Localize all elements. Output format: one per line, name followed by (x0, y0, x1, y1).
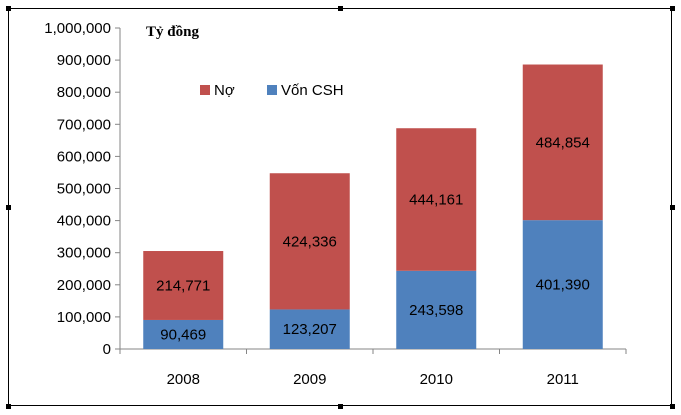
data-label: 424,336 (283, 233, 337, 250)
y-tick-label: 700,000 (57, 116, 111, 133)
data-labels: 90,469 214,771 123,207 424,336 243,598 444,16… (156, 134, 590, 343)
data-label: 444,161 (409, 192, 463, 209)
x-tick-label: 2010 (420, 371, 453, 388)
data-label: 243,598 (409, 302, 463, 319)
y-tick-label: 500,000 (57, 181, 111, 198)
y-tick-label: 300,000 (57, 245, 111, 262)
bar-segment (143, 251, 224, 320)
y-tick-label: 900,000 (57, 52, 111, 69)
y-tick-label: 600,000 (57, 148, 111, 165)
bar-segment (522, 64, 603, 221)
bar-segment (522, 220, 603, 349)
x-tick-label: 2008 (167, 371, 200, 388)
legend-label: Nợ (214, 82, 235, 99)
bars (143, 64, 603, 349)
y-tick-label: 100,000 (57, 309, 111, 326)
x-tick-label: 2011 (547, 371, 579, 388)
resize-handle-middle-left[interactable] (6, 205, 11, 210)
legend-label: Vốn CSH (281, 82, 344, 99)
legend: Nợ Vốn CSH (200, 82, 344, 99)
resize-handle-middle-right[interactable] (670, 205, 675, 210)
y-tick-label: 0 (103, 341, 111, 358)
y-tick-label: 200,000 (57, 277, 111, 294)
y-tick-label: 800,000 (57, 84, 111, 101)
bar-segment (269, 173, 350, 310)
data-label: 214,771 (156, 277, 210, 294)
resize-handle-top-right[interactable] (670, 6, 675, 11)
resize-handle-bottom-center[interactable] (338, 404, 343, 409)
bar-segment (269, 309, 350, 349)
legend-swatch (200, 85, 210, 95)
bar-segment (143, 319, 224, 349)
data-label: 90,469 (160, 326, 206, 343)
resize-handle-bottom-right[interactable] (670, 404, 675, 409)
data-label: 484,854 (536, 134, 590, 151)
bar-segment (396, 270, 477, 349)
data-label: 401,390 (536, 277, 590, 294)
y-tick-label: 1,000,000 (44, 20, 111, 37)
legend-swatch (267, 85, 277, 95)
x-tick-label: 2009 (293, 371, 326, 388)
y-tick-label: 400,000 (57, 213, 111, 230)
bar-segment (396, 128, 477, 271)
unit-label: Tỷ đồng (146, 24, 199, 40)
resize-handle-top-left[interactable] (6, 6, 11, 11)
resize-handle-bottom-left[interactable] (6, 404, 11, 409)
resize-handle-top-center[interactable] (338, 6, 343, 11)
data-label: 123,207 (283, 321, 337, 338)
axes: 0 100,000 200,000 300,000 400,000 500,000 600,… (44, 20, 627, 388)
